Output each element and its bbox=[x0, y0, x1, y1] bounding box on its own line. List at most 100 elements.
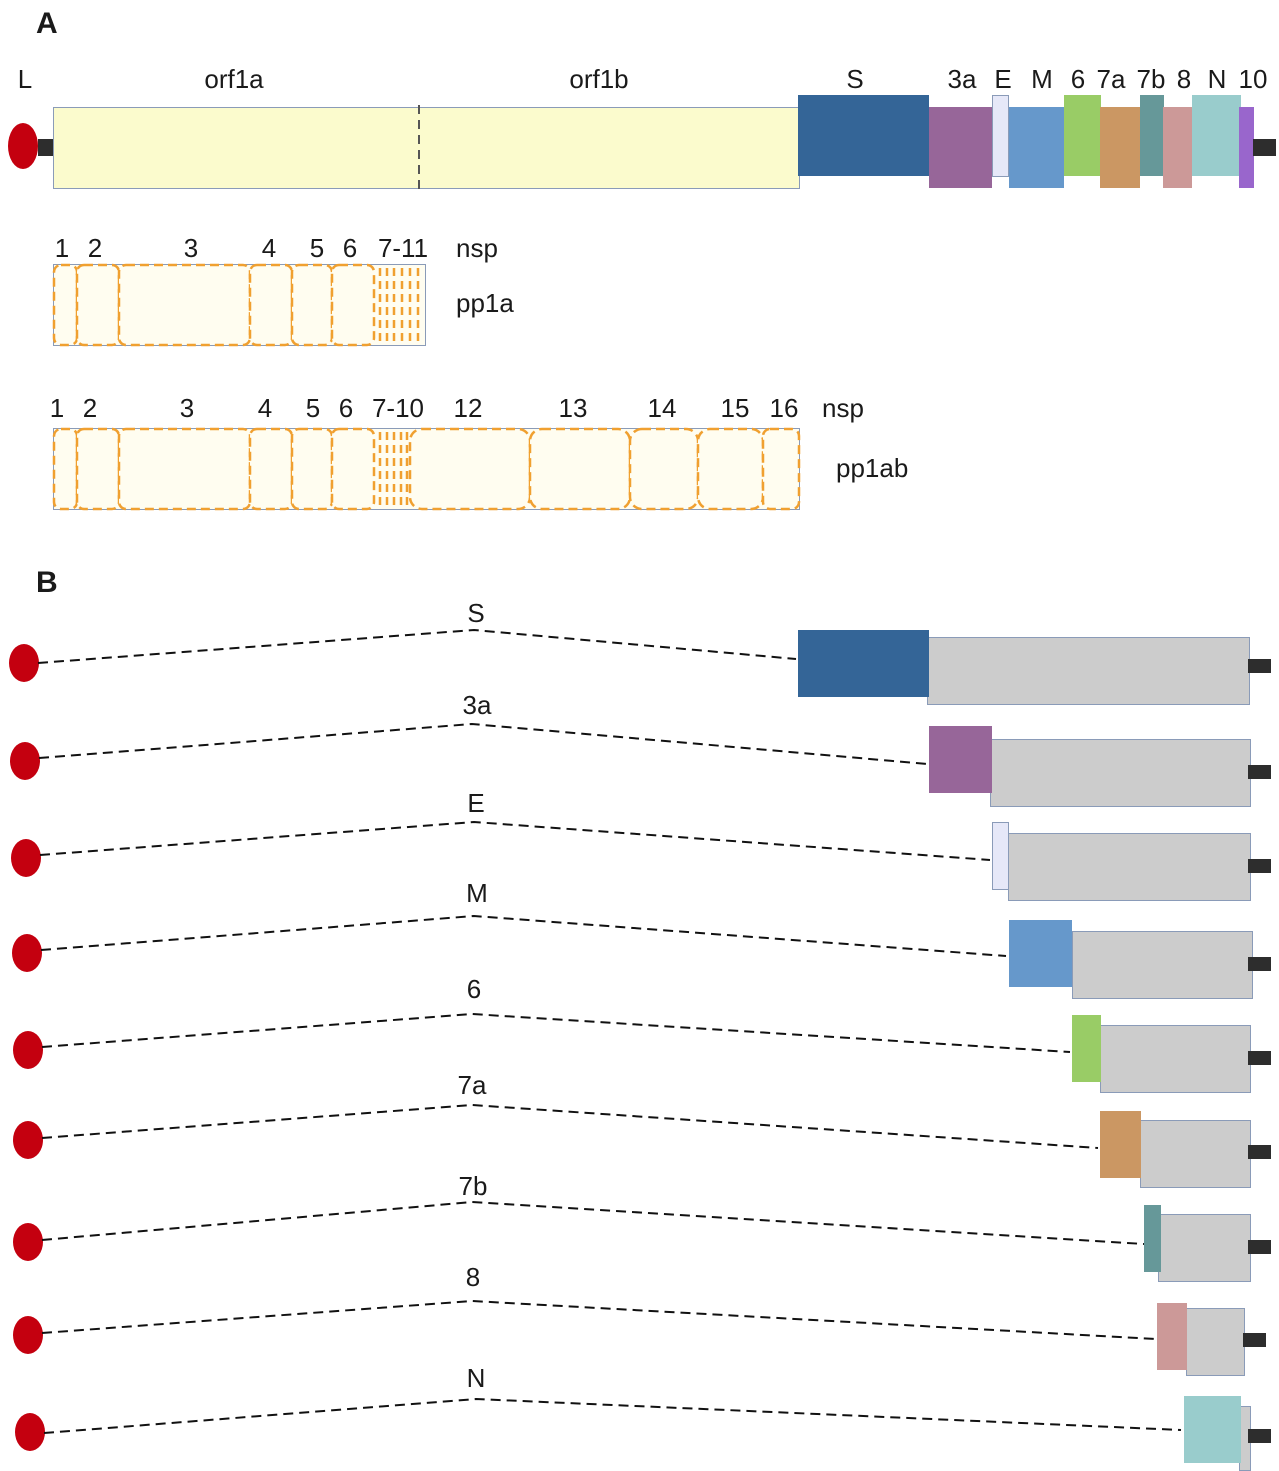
leader-cap bbox=[12, 934, 42, 972]
pp1ab-nsp-tag: nsp bbox=[822, 393, 864, 423]
pp1ab-nsp5 bbox=[290, 427, 334, 511]
orf7a-block bbox=[1100, 1111, 1141, 1178]
label-s: S bbox=[846, 64, 863, 94]
pp1a-nsp2 bbox=[75, 263, 121, 347]
label-10: 10 bbox=[1239, 64, 1268, 94]
pp1a-name: pp1a bbox=[456, 288, 514, 318]
pp1ab-nsp-label: 1 bbox=[50, 393, 64, 423]
e-block bbox=[992, 95, 1009, 177]
pp1ab-nsp12 bbox=[408, 427, 532, 511]
junction-line bbox=[41, 1200, 1145, 1245]
pp1ab-nsp-label: 15 bbox=[721, 393, 750, 423]
pp1ab-nsp-label: 4 bbox=[258, 393, 272, 423]
subgenomic-body bbox=[1072, 931, 1253, 999]
sgrna-row-m: M bbox=[12, 878, 1271, 999]
pp1ab-nsp6 bbox=[330, 427, 376, 511]
orf1ab-block bbox=[53, 107, 800, 189]
subgenomic-body bbox=[990, 739, 1251, 807]
e-block bbox=[992, 822, 1009, 890]
pp1ab-nsp15 bbox=[696, 427, 765, 511]
sgrna-row-7b: 7b bbox=[13, 1171, 1271, 1282]
label-orf1a: orf1a bbox=[204, 64, 264, 94]
pp1ab-nsp-label: 12 bbox=[454, 393, 483, 423]
sgrna-label: 8 bbox=[466, 1262, 480, 1292]
leader-cap bbox=[13, 1031, 43, 1069]
polyA-tail bbox=[1248, 1051, 1271, 1065]
panel-b-letter: B bbox=[36, 566, 58, 599]
subgenomic-body bbox=[1158, 1214, 1251, 1282]
sgrna-label: 7b bbox=[459, 1171, 488, 1201]
junction-line bbox=[37, 628, 797, 664]
genome-track bbox=[8, 95, 1276, 191]
pp1a-nsp4 bbox=[248, 263, 294, 347]
pp1a-nsp-label: 1 bbox=[55, 233, 69, 263]
n-block bbox=[1184, 1396, 1241, 1463]
pp1ab-nsp-label: 7-10 bbox=[372, 393, 424, 423]
pp1ab-nsp-label: 3 bbox=[180, 393, 194, 423]
leader-cap bbox=[10, 742, 40, 780]
subgenomic-body bbox=[927, 637, 1250, 705]
polyA-tail bbox=[1248, 659, 1271, 673]
pp1ab-name: pp1ab bbox=[836, 453, 908, 483]
label-7b: 7b bbox=[1137, 64, 1166, 94]
label-3a: 3a bbox=[948, 64, 977, 94]
orf7b-block bbox=[1140, 95, 1164, 176]
sgrna-label: S bbox=[467, 598, 484, 628]
orf7a-block bbox=[1100, 107, 1140, 188]
sgrna-row-s: S bbox=[9, 598, 1271, 705]
pp1ab-nsp13 bbox=[528, 427, 632, 511]
sgrna-row-n: N bbox=[15, 1363, 1271, 1471]
junction-line bbox=[41, 1299, 1156, 1340]
junction-line bbox=[38, 722, 928, 765]
polyA-tail bbox=[1248, 1240, 1271, 1254]
sgrna-row-3a: 3a bbox=[10, 690, 1271, 807]
s-block bbox=[798, 630, 929, 697]
junction-line bbox=[41, 1103, 1099, 1149]
pp1a-nsp-label: 7-11 bbox=[378, 233, 428, 263]
pp1ab-nsp-label: 6 bbox=[339, 393, 353, 423]
pp1ab-nsp2 bbox=[75, 427, 121, 511]
pp1a-nsp1 bbox=[52, 263, 79, 347]
subgenomic-body bbox=[1186, 1308, 1245, 1376]
pp1ab-group: 1 2 3 4 5 6 7-10 12 13 14 15 16 nsp pp1a… bbox=[50, 393, 908, 511]
leader-cap bbox=[9, 644, 39, 682]
label-8: 8 bbox=[1177, 64, 1191, 94]
label-orf1b: orf1b bbox=[569, 64, 628, 94]
orf6-block bbox=[1064, 95, 1101, 176]
subgenomic-body bbox=[1140, 1120, 1251, 1188]
sgrna-label: M bbox=[466, 878, 488, 908]
subgenomic-body bbox=[1100, 1025, 1251, 1093]
polyA-tail bbox=[1243, 1333, 1266, 1347]
label-e: E bbox=[994, 64, 1011, 94]
pp1a-nsp-label: 4 bbox=[262, 233, 276, 263]
sgrna-label: 3a bbox=[463, 690, 492, 720]
pp1ab-nsp3 bbox=[117, 427, 252, 511]
pp1a-nsp-label: 6 bbox=[343, 233, 357, 263]
sgrna-row-7a: 7a bbox=[13, 1070, 1271, 1188]
pp1a-nsp-label: 3 bbox=[184, 233, 198, 263]
pp1ab-nsp-label: 2 bbox=[83, 393, 97, 423]
orf8-block bbox=[1163, 107, 1192, 188]
orf3a-block bbox=[929, 107, 992, 188]
sgrna-row-6: 6 bbox=[13, 974, 1271, 1093]
pp1ab-nsp4 bbox=[248, 427, 294, 511]
sgrna-row-e: E bbox=[11, 788, 1271, 901]
label-leader: L bbox=[18, 64, 32, 94]
orf8-block bbox=[1157, 1303, 1187, 1370]
polyA-tail bbox=[1248, 1429, 1271, 1443]
pp1a-nsp5 bbox=[290, 263, 334, 347]
leader-cap bbox=[11, 839, 41, 877]
genome-labels: L orf1a orf1b S 3a E M 6 7a 7b 8 N 10 bbox=[18, 64, 1268, 94]
polyA-tail bbox=[1248, 957, 1271, 971]
polyA-tail bbox=[1253, 139, 1276, 156]
label-6: 6 bbox=[1071, 64, 1085, 94]
sgrna-label: N bbox=[467, 1363, 486, 1393]
sgrna-rows: S 3a E M bbox=[9, 598, 1271, 1471]
pp1a-nsp-label: 5 bbox=[310, 233, 324, 263]
subgenomic-body bbox=[1008, 833, 1251, 901]
leader-cap bbox=[13, 1316, 43, 1354]
orf10-block bbox=[1239, 107, 1254, 188]
s-block bbox=[798, 95, 929, 176]
orf7b-block bbox=[1144, 1205, 1161, 1272]
